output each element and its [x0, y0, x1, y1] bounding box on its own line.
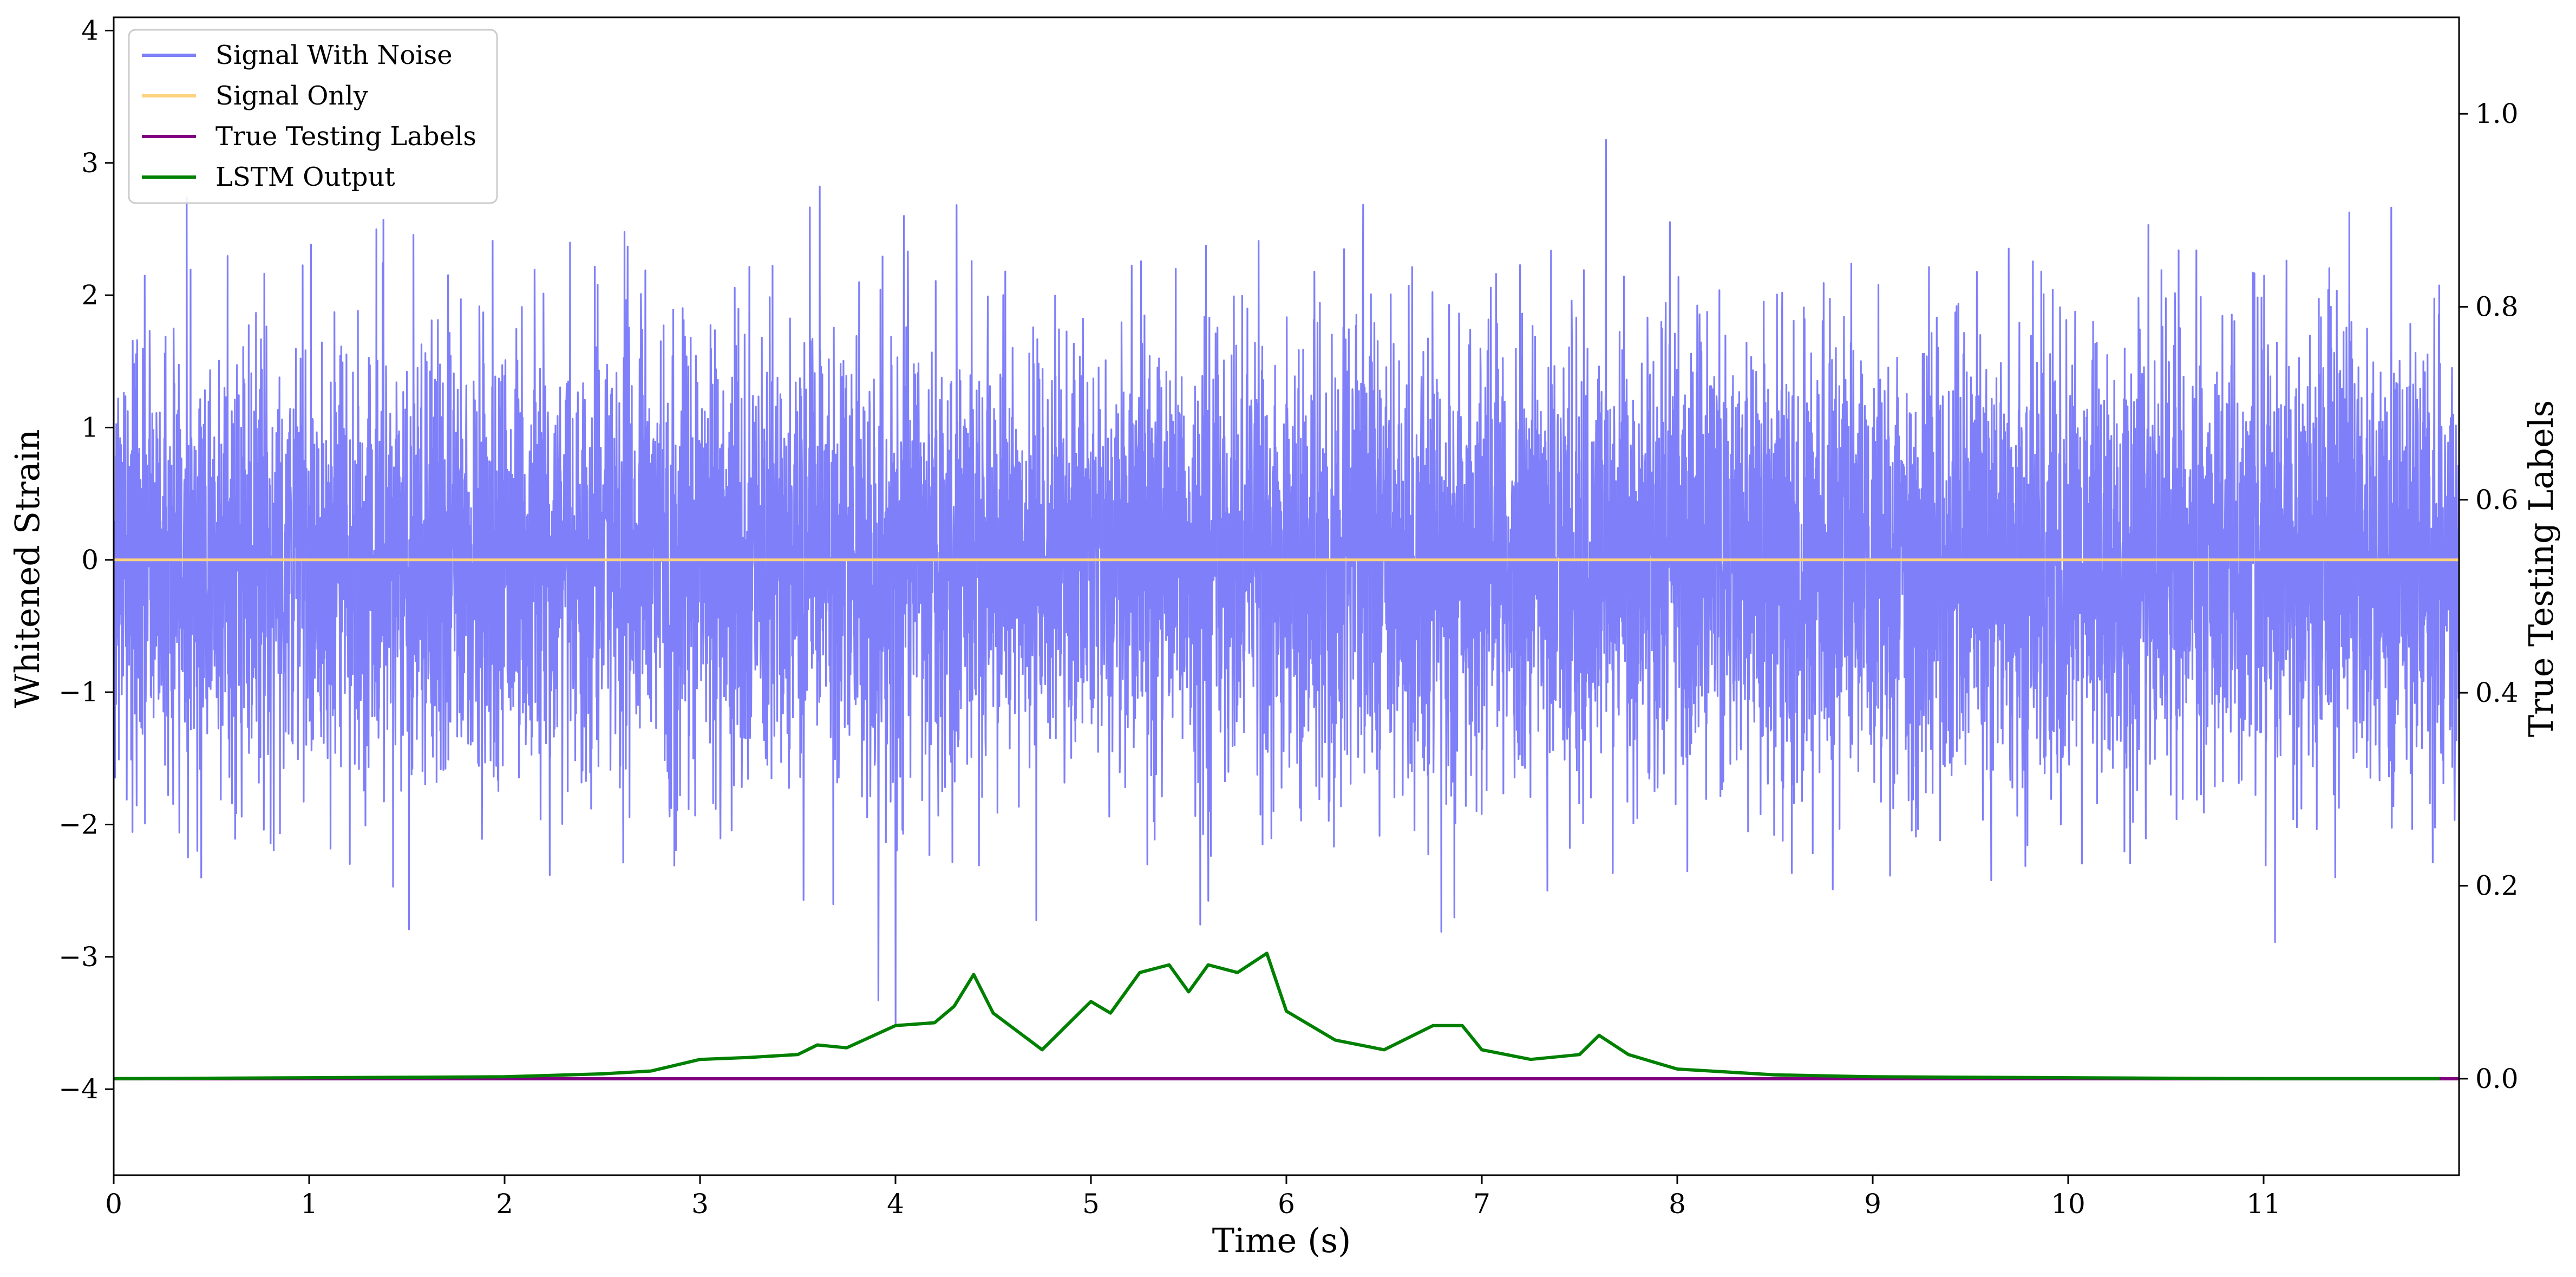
y-axis-right-label: True Testing Labels — [2521, 400, 2561, 738]
y-right-tick-label: 0.6 — [2475, 484, 2519, 516]
legend-entry-signal-with-noise: Signal With Noise — [142, 40, 453, 70]
x-tick-label: 11 — [2246, 1188, 2281, 1220]
legend: Signal With Noise Signal Only True Testi… — [128, 29, 498, 204]
y-left-tick-label: −3 — [58, 941, 99, 973]
y-left-tick-label: −1 — [58, 676, 99, 708]
legend-label-signal-with-noise: Signal With Noise — [215, 40, 453, 70]
y-left-tick-label: 4 — [81, 15, 99, 46]
legend-entry-lstm-output: LSTM Output — [142, 162, 395, 192]
legend-entry-true-testing-labels: True Testing Labels — [142, 121, 476, 152]
x-tick-label: 9 — [1864, 1188, 1881, 1220]
plot-area — [113, 139, 2459, 1080]
y-left-tick-label: −2 — [58, 809, 99, 840]
x-tick-label: 6 — [1278, 1188, 1295, 1220]
x-tick-label: 2 — [496, 1188, 513, 1220]
x-tick-label: 0 — [105, 1188, 122, 1220]
x-tick-label: 8 — [1669, 1188, 1686, 1220]
legend-label-signal-only: Signal Only — [215, 81, 368, 111]
series-signal-with-noise — [114, 139, 2459, 1026]
y-left-tick-label: 3 — [81, 147, 99, 179]
legend-entry-signal-only: Signal Only — [142, 81, 368, 111]
x-tick-label: 3 — [691, 1188, 709, 1220]
x-tick-label: 4 — [887, 1188, 904, 1220]
x-tick-label: 5 — [1082, 1188, 1100, 1220]
x-axis-label: Time (s) — [1212, 1221, 1351, 1260]
y-axis-left-label: Whitened Strain — [8, 429, 47, 708]
y-left-tick-label: 2 — [81, 279, 99, 311]
legend-label-true-testing-labels: True Testing Labels — [215, 121, 476, 152]
y-left-tick-label: 0 — [81, 544, 99, 576]
x-tick-label: 7 — [1473, 1188, 1490, 1220]
y-right-tick-label: 0.2 — [2475, 870, 2519, 902]
y-right-tick-label: 1.0 — [2475, 98, 2519, 129]
series-lstm-output — [113, 952, 2440, 1080]
y-right-tick-label: 0.0 — [2475, 1063, 2519, 1094]
y-left-tick-label: −4 — [58, 1073, 99, 1105]
legend-box — [128, 29, 498, 204]
x-tick-label: 10 — [2051, 1188, 2085, 1220]
y-left-tick-label: 1 — [81, 412, 99, 443]
axes: 0 1 2 3 4 5 6 7 8 9 10 11 −4 −3 −2 −1 0 1 2 3 4 0.0 0.2 0.4 0.6 0… — [58, 15, 2518, 1220]
y-right-tick-label: 0.4 — [2475, 677, 2519, 708]
legend-label-lstm-output: LSTM Output — [215, 162, 395, 192]
y-right-tick-label: 0.8 — [2475, 291, 2519, 323]
x-tick-label: 1 — [300, 1188, 318, 1220]
